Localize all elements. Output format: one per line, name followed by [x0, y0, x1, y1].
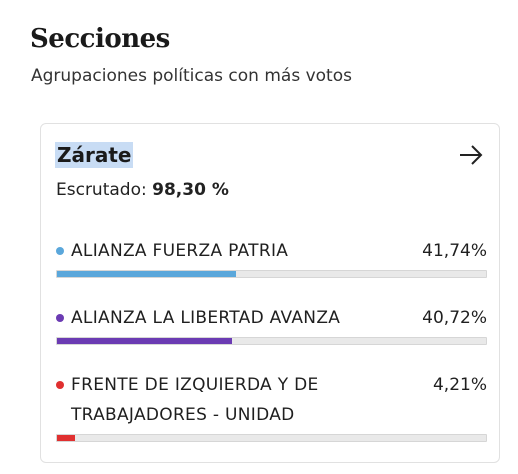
party-progress-bar [56, 434, 487, 442]
scrutiny-status: Escrutado: 98,30 % [56, 180, 229, 200]
party-progress-fill [57, 435, 76, 441]
page-subtitle: Agrupaciones políticas con más votos [31, 66, 352, 86]
party-name: ALIANZA LA LIBERTAD AVANZA [71, 308, 341, 328]
party-progress-bar [56, 337, 487, 345]
party-progress-fill [57, 338, 232, 344]
section-title: Zárate [55, 142, 134, 168]
scrutiny-value: 98,30 % [152, 180, 229, 200]
party-name: ALIANZA FUERZA PATRIA [71, 241, 289, 261]
party-progress-fill [57, 271, 237, 277]
page-title: Secciones [30, 24, 170, 54]
section-card[interactable]: Zárate Escrutado: 98,30 % ALIANZA FUERZA… [40, 123, 500, 463]
party-percent: 41,74% [422, 241, 487, 261]
party-item-libertad-avanza: ALIANZA LA LIBERTAD AVANZA 40,72% [56, 303, 487, 345]
party-color-dot [56, 314, 64, 322]
party-item-frente-izquierda: FRENTE DE IZQUIERDA Y DE TRABAJADORES - … [56, 370, 487, 442]
scrutiny-label: Escrutado: [56, 180, 147, 200]
party-percent: 4,21% [432, 375, 487, 395]
party-color-dot [56, 381, 64, 389]
party-color-dot [56, 247, 64, 255]
party-name: FRENTE DE IZQUIERDA Y DE TRABAJADORES - … [71, 375, 319, 425]
party-progress-bar [56, 270, 487, 278]
party-item-fuerza-patria: ALIANZA FUERZA PATRIA 41,74% [56, 236, 487, 278]
party-percent: 40,72% [422, 308, 487, 328]
arrow-right-icon[interactable] [457, 142, 485, 168]
